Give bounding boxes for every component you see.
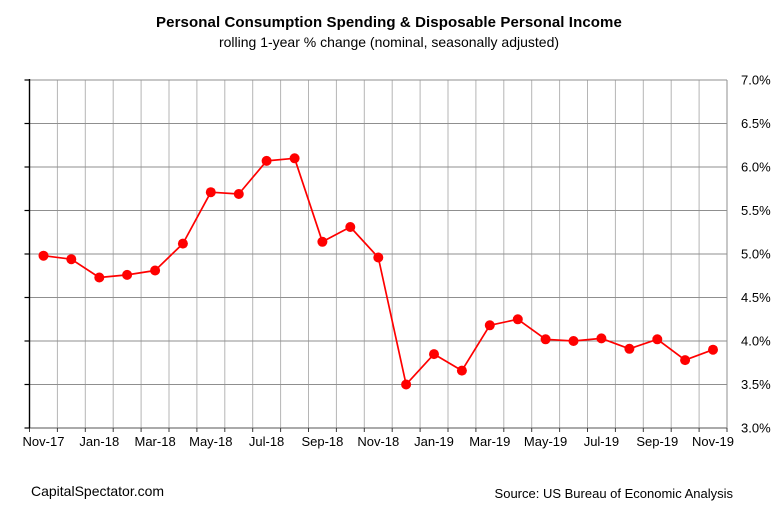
y-tick-label: 5.0% — [741, 247, 771, 262]
x-tick-label: May-18 — [189, 434, 232, 449]
data-point-Jan-18 — [94, 272, 105, 283]
chart-subtitle: rolling 1-year % change (nominal, season… — [218, 34, 560, 50]
data-point-Aug-19 — [624, 343, 635, 354]
footer-source: Source: US Bureau of Economic Analysis — [494, 486, 733, 501]
x-tick-label: May-19 — [524, 434, 567, 449]
x-tick-label: Jan-18 — [79, 434, 119, 449]
y-tick-label: 5.5% — [741, 203, 771, 218]
x-tick-label: Jul-18 — [249, 434, 284, 449]
data-point-Feb-18 — [122, 269, 133, 280]
data-point-Apr-18 — [177, 238, 188, 249]
data-point-Sep-19 — [652, 334, 663, 345]
data-point-Jun-18 — [233, 189, 244, 199]
y-tick-label: 4.5% — [741, 290, 771, 305]
x-tick-label: Nov-19 — [692, 434, 734, 449]
data-point-Mar-19 — [484, 320, 495, 331]
y-tick-label: 6.0% — [741, 160, 771, 175]
y-tick-label: 3.0% — [741, 421, 771, 436]
y-tick-label: 6.5% — [741, 116, 771, 131]
chart-title: Personal Consumption Spending & Disposab… — [156, 14, 622, 31]
data-point-Jan-19 — [429, 349, 439, 360]
x-tick-label: Sep-18 — [301, 434, 343, 449]
data-point-Aug-18 — [289, 153, 300, 164]
data-point-Apr-19 — [512, 314, 523, 325]
data-point-Nov-18 — [373, 252, 384, 263]
data-point-Oct-18 — [345, 222, 356, 232]
x-tick-label: Mar-18 — [135, 434, 176, 449]
data-point-Oct-19 — [680, 355, 691, 366]
data-point-Sep-18 — [317, 236, 328, 247]
data-point-Nov-19 — [708, 344, 718, 355]
data-point-Jul-19 — [596, 333, 607, 344]
data-point-Nov-17 — [38, 250, 49, 261]
x-tick-label: Jul-19 — [584, 434, 619, 449]
data-point-Mar-18 — [150, 265, 161, 276]
x-tick-label: Mar-19 — [469, 434, 510, 449]
data-point-Dec-17 — [66, 254, 77, 265]
footer-brand: CapitalSpectator.com — [31, 483, 165, 499]
x-tick-label: Nov-18 — [357, 434, 399, 449]
data-point-Jun-19 — [568, 336, 579, 346]
x-tick-label: Jan-19 — [414, 434, 454, 449]
data-point-Jul-18 — [261, 155, 272, 166]
data-point-Feb-19 — [456, 365, 467, 376]
series-line — [43, 157, 714, 386]
y-tick-label: 7.0% — [741, 73, 771, 88]
y-tick-label: 3.5% — [741, 377, 771, 392]
x-tick-label: Sep-19 — [636, 434, 678, 449]
data-point-May-19 — [540, 334, 551, 345]
data-point-May-18 — [205, 187, 216, 198]
y-tick-label: 4.0% — [741, 334, 771, 349]
x-tick-label: Nov-17 — [23, 434, 65, 449]
data-point-Dec-18 — [401, 379, 412, 390]
